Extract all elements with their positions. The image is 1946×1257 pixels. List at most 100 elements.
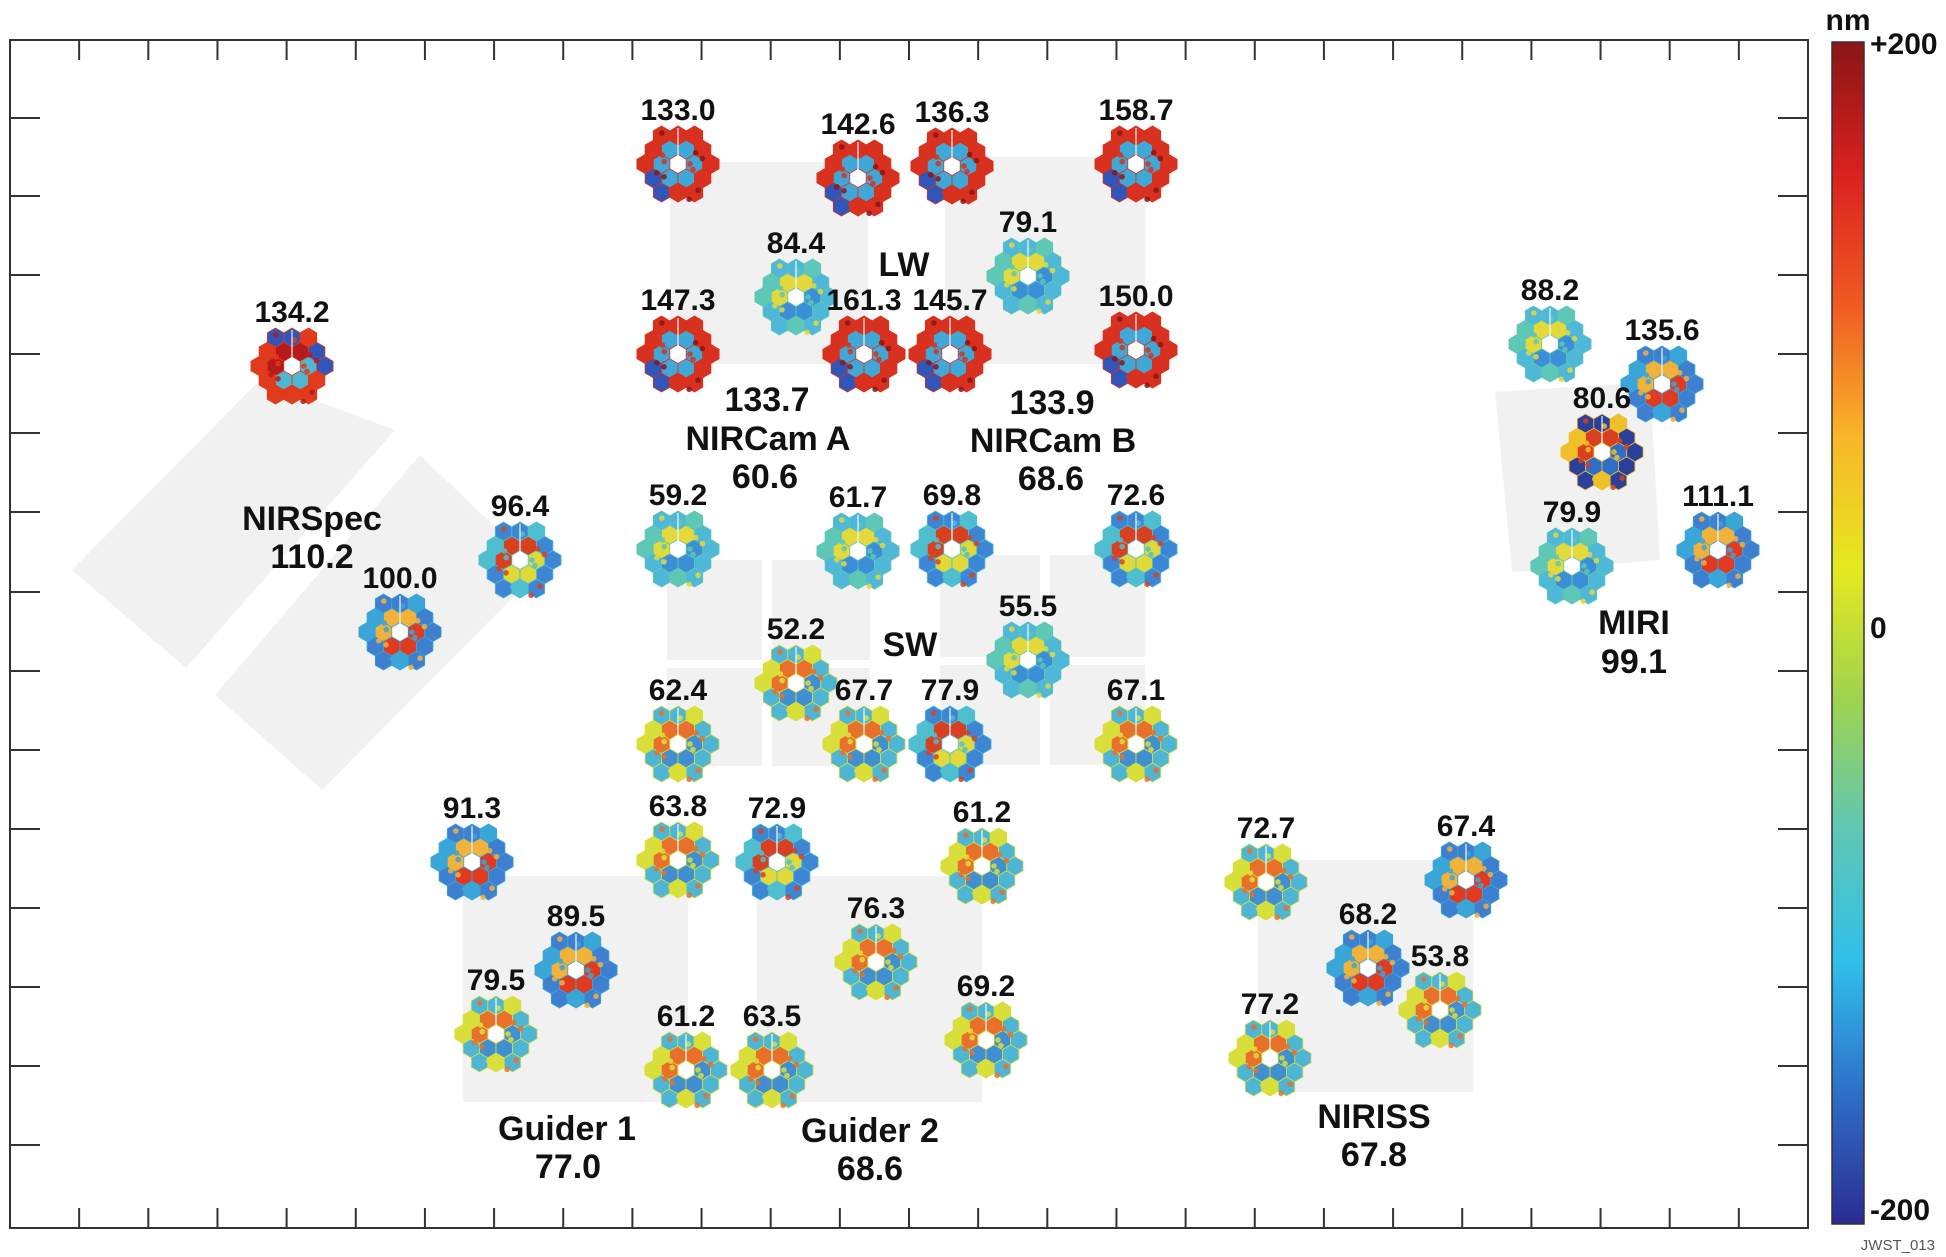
guider-2-name: Guider 2 (801, 1112, 939, 1150)
wavefront-value: 61.7 (829, 481, 887, 514)
wavefront-map: 136.3 (910, 96, 994, 205)
wavefront-hexagon-icon (1094, 311, 1178, 389)
wavefront-map: 61.7 (816, 481, 900, 590)
wavefront-map: 68.2 (1326, 898, 1410, 1007)
wavefront-value: 111.1 (1682, 480, 1754, 513)
wavefront-value: 69.8 (923, 479, 981, 512)
wavefront-map: 96.4 (478, 490, 562, 599)
wavefront-map: 72.9 (735, 792, 819, 901)
wavefront-map: 150.0 (1094, 280, 1178, 389)
wavefront-map: 134.2 (250, 296, 334, 405)
wavefront-value: 145.7 (912, 284, 987, 317)
wavefront-map: 88.2 (1508, 274, 1592, 383)
wavefront-value: 150.0 (1098, 280, 1173, 313)
wavefront-hexagon-icon (986, 237, 1070, 315)
wavefront-map: 72.7 (1224, 812, 1308, 921)
wavefront-map: 63.5 (730, 1000, 814, 1109)
wavefront-map: 61.2 (940, 796, 1024, 905)
wavefront-map: 72.6 (1094, 479, 1178, 588)
wavefront-hexagon-icon (1560, 413, 1644, 491)
wavefront-map: 100.0 (358, 562, 442, 671)
wavefront-map: 158.7 (1094, 94, 1178, 203)
axis-ticks (10, 40, 1808, 1228)
wavefront-map: 77.9 (908, 674, 992, 783)
wavefront-value: 89.5 (547, 900, 605, 933)
wavefront-value: 72.9 (748, 792, 806, 825)
wavefront-map: 77.2 (1228, 988, 1312, 1097)
wavefront-value: 63.5 (743, 1000, 801, 1033)
wavefront-hexagon-icon (908, 705, 992, 783)
wavefront-value: 79.5 (467, 964, 525, 997)
wavefront-hexagon-icon (358, 593, 442, 671)
wavefront-maps: 134.2 96.4 100.0 133.0 142.6 136.3 158.7 84.4 79… (250, 94, 1760, 1109)
niriss-name: NIRISS (1317, 1098, 1430, 1136)
nircam-a-value: 60.6 (732, 458, 798, 496)
wavefront-hexagon-icon (730, 1031, 814, 1109)
wavefront-value: 84.4 (767, 227, 826, 260)
wavefront-hexagon-icon (735, 823, 819, 901)
wavefront-hexagon-icon (644, 1031, 728, 1109)
wavefront-hexagon-icon (1508, 305, 1592, 383)
wavefront-map: 62.4 (636, 674, 720, 783)
wavefront-hexagon-icon (250, 327, 334, 405)
wavefront-map: 55.5 (986, 590, 1070, 699)
nirspec-value: 110.2 (270, 538, 353, 576)
wavefront-map: 79.1 (986, 206, 1070, 315)
instrument-labels: NIRSpec 110.2 NIRCam A 60.6 NIRCam B 68.… (242, 246, 1670, 1188)
wavefront-value: 134.2 (254, 296, 329, 329)
wavefront-value: 53.8 (1411, 940, 1469, 973)
wavefront-hexagon-icon (816, 139, 900, 217)
wavefront-value: 158.7 (1098, 94, 1173, 127)
wavefront-hexagon-icon (454, 995, 538, 1073)
wavefront-value: 79.9 (1543, 496, 1601, 529)
lw-label: LW (879, 246, 931, 284)
wavefront-map: 76.3 (834, 892, 918, 1001)
wavefront-hexagon-icon (1228, 1019, 1312, 1097)
wavefront-value: 69.2 (957, 970, 1015, 1003)
wavefront-value: 61.2 (953, 796, 1011, 829)
wavefront-hexagon-icon (478, 521, 562, 599)
wavefront-value: 133.0 (640, 94, 715, 127)
wavefront-hexagon-icon (908, 315, 992, 393)
wavefront-map: 59.2 (636, 479, 720, 588)
wavefront-value: 135.6 (1624, 314, 1699, 347)
miri-name: MIRI (1598, 604, 1670, 642)
wavefront-value: 59.2 (649, 479, 707, 512)
wavefront-hexagon-icon (1326, 929, 1410, 1007)
wavefront-value: 61.2 (657, 1000, 715, 1033)
wavefront-map: 91.3 (430, 792, 514, 901)
wavefront-hexagon-icon (1094, 510, 1178, 588)
image-credit: JWST_013 (1861, 1237, 1935, 1254)
wavefront-value: 62.4 (649, 674, 708, 707)
wavefront-hexagon-icon (816, 512, 900, 590)
wavefront-map: 161.3 (822, 284, 906, 393)
nircam-a-name: NIRCam A (686, 420, 851, 458)
wavefront-hexagon-icon (944, 1001, 1028, 1079)
wavefront-value: 67.4 (1437, 810, 1496, 843)
wavefront-hexagon-icon (910, 510, 994, 588)
wavefront-map: 135.6 (1620, 314, 1704, 423)
wavefront-hexagon-icon (986, 621, 1070, 699)
nircam-b-value: 68.6 (1018, 460, 1084, 498)
wavefront-hexagon-icon (636, 125, 720, 203)
wavefront-hexagon-icon (1676, 511, 1760, 589)
wavefront-value: 161.3 (826, 284, 901, 317)
wavefront-hexagon-icon (822, 705, 906, 783)
wavefront-map: 147.3 (636, 284, 720, 393)
wavefront-hexagon-icon (754, 258, 838, 336)
wavefront-value: 91.3 (443, 792, 501, 825)
wavefront-map: 111.1 (1676, 480, 1760, 589)
wavefront-value: 88.2 (1521, 274, 1579, 307)
guider-2-value: 68.6 (837, 1150, 903, 1188)
wavefront-value: 79.1 (999, 206, 1057, 239)
colorbar: nm +200 0 -200 (1826, 4, 1938, 1227)
wavefront-hexagon-icon (636, 705, 720, 783)
wavefront-map: 52.2 (754, 613, 838, 722)
wavefront-map: 89.5 (534, 900, 618, 1009)
wavefront-hexagon-icon (1620, 345, 1704, 423)
wavefront-map: 142.6 (816, 108, 900, 217)
wavefront-hexagon-icon (1398, 971, 1482, 1049)
guider-1-name: Guider 1 (498, 1110, 636, 1148)
wavefront-value: 96.4 (491, 490, 550, 523)
wavefront-map: 145.7 (908, 284, 992, 393)
